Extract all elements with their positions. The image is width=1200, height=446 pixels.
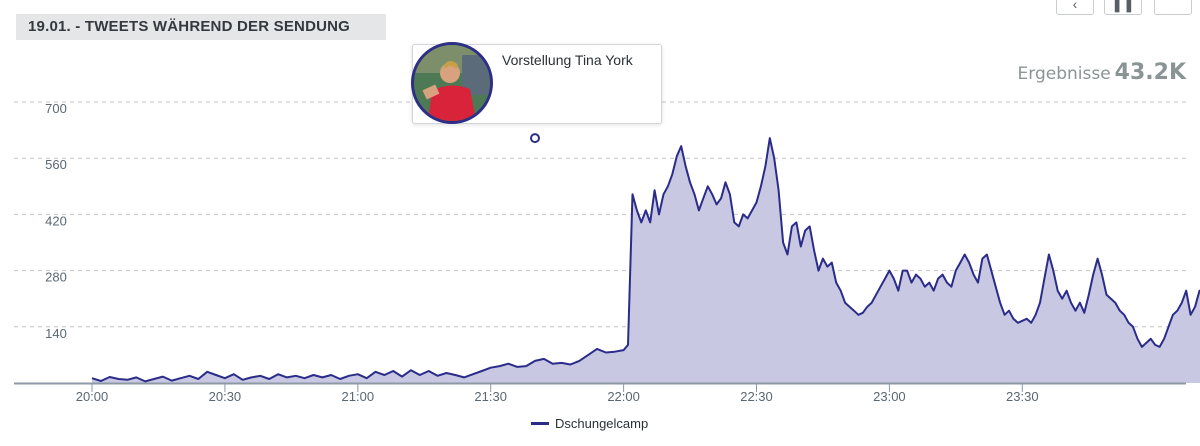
pause-icon: ❚❚ [1111, 0, 1135, 12]
blank-button[interactable] [1154, 0, 1192, 15]
avatar [411, 42, 493, 124]
x-tick-label: 23:00 [873, 389, 906, 404]
legend-swatch [531, 422, 549, 426]
series-line-dschungelcamp [91, 137, 1200, 383]
y-tick-label: 140 [45, 326, 67, 341]
tooltip-text: Vorstellung Tina York [502, 52, 633, 68]
y-tick-label: 560 [45, 157, 67, 172]
event-tooltip: Vorstellung Tina York [411, 42, 662, 124]
chevron-left-button[interactable]: ‹ [1056, 0, 1094, 15]
x-tick-label: 20:00 [76, 389, 109, 404]
pause-button[interactable]: ❚❚ [1104, 0, 1142, 15]
results-value: 43.2K [1114, 60, 1186, 85]
y-tick-label: 420 [45, 213, 67, 228]
y-tick-label: 700 [45, 101, 67, 116]
chart-title: 19.01. - TWEETS WÄHREND DER SENDUNG [28, 18, 351, 35]
series-area-dschungelcamp [92, 138, 1200, 383]
results-label: Ergebnisse [1017, 64, 1111, 84]
x-tick-label: 23:30 [1006, 389, 1039, 404]
y-tick-label: 280 [45, 270, 67, 285]
x-tick-label: 21:30 [474, 389, 507, 404]
x-tick-label: 20:30 [209, 389, 242, 404]
x-tick-label: 22:30 [740, 389, 773, 404]
chevron-left-icon: ‹ [1072, 0, 1078, 12]
person-photo-icon [414, 45, 490, 121]
legend-label: Dschungelcamp [555, 416, 649, 431]
legend-item-dschungelcamp[interactable]: Dschungelcamp [531, 416, 648, 431]
results-counter: Ergebnisse 43.2K [1018, 60, 1186, 85]
x-tick-label: 21:00 [342, 389, 375, 404]
highlight-point-marker [530, 133, 540, 144]
chart-title-bar: 19.01. - TWEETS WÄHREND DER SENDUNG [16, 14, 386, 40]
x-tick-label: 22:00 [607, 389, 640, 404]
